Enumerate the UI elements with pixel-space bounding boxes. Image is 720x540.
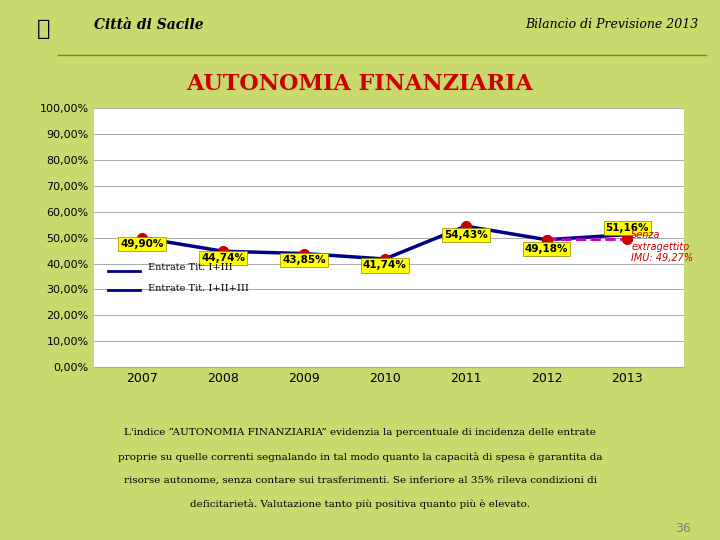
Text: Entrate Tit. I+III: Entrate Tit. I+III: [148, 263, 233, 272]
Text: deficitarietà. Valutazione tanto più positiva quanto più è elevato.: deficitarietà. Valutazione tanto più pos…: [190, 500, 530, 509]
Text: 54,43%: 54,43%: [444, 230, 487, 240]
Text: AUTONOMIA FINANZIARIA: AUTONOMIA FINANZIARIA: [186, 73, 534, 94]
Text: 49,90%: 49,90%: [120, 239, 164, 249]
Text: Entrate Tit. I+II+III: Entrate Tit. I+II+III: [148, 284, 248, 293]
Text: 🏰: 🏰: [37, 19, 50, 39]
Text: 44,74%: 44,74%: [201, 253, 245, 263]
Text: Senza
extragettito
IMU: 49,27%: Senza extragettito IMU: 49,27%: [631, 230, 693, 264]
Text: 49,18%: 49,18%: [525, 244, 568, 254]
Text: risorse autonome, senza contare sui trasferimenti. Se inferiore al 35% rileva co: risorse autonome, senza contare sui tras…: [124, 476, 596, 485]
Text: 41,74%: 41,74%: [363, 260, 407, 271]
Text: 36: 36: [675, 522, 691, 535]
Text: 51,16%: 51,16%: [606, 223, 649, 233]
Text: 43,85%: 43,85%: [282, 255, 325, 265]
Text: proprie su quelle correnti segnalando in tal modo quanto la capacità di spesa è : proprie su quelle correnti segnalando in…: [118, 452, 602, 462]
Text: Bilancio di Previsione 2013: Bilancio di Previsione 2013: [525, 18, 698, 31]
Text: Città di Sacile: Città di Sacile: [94, 18, 203, 32]
Text: L'indice “AUTONOMIA FINANZIARIA” evidenzia la percentuale di incidenza delle ent: L'indice “AUTONOMIA FINANZIARIA” evidenz…: [124, 427, 596, 437]
